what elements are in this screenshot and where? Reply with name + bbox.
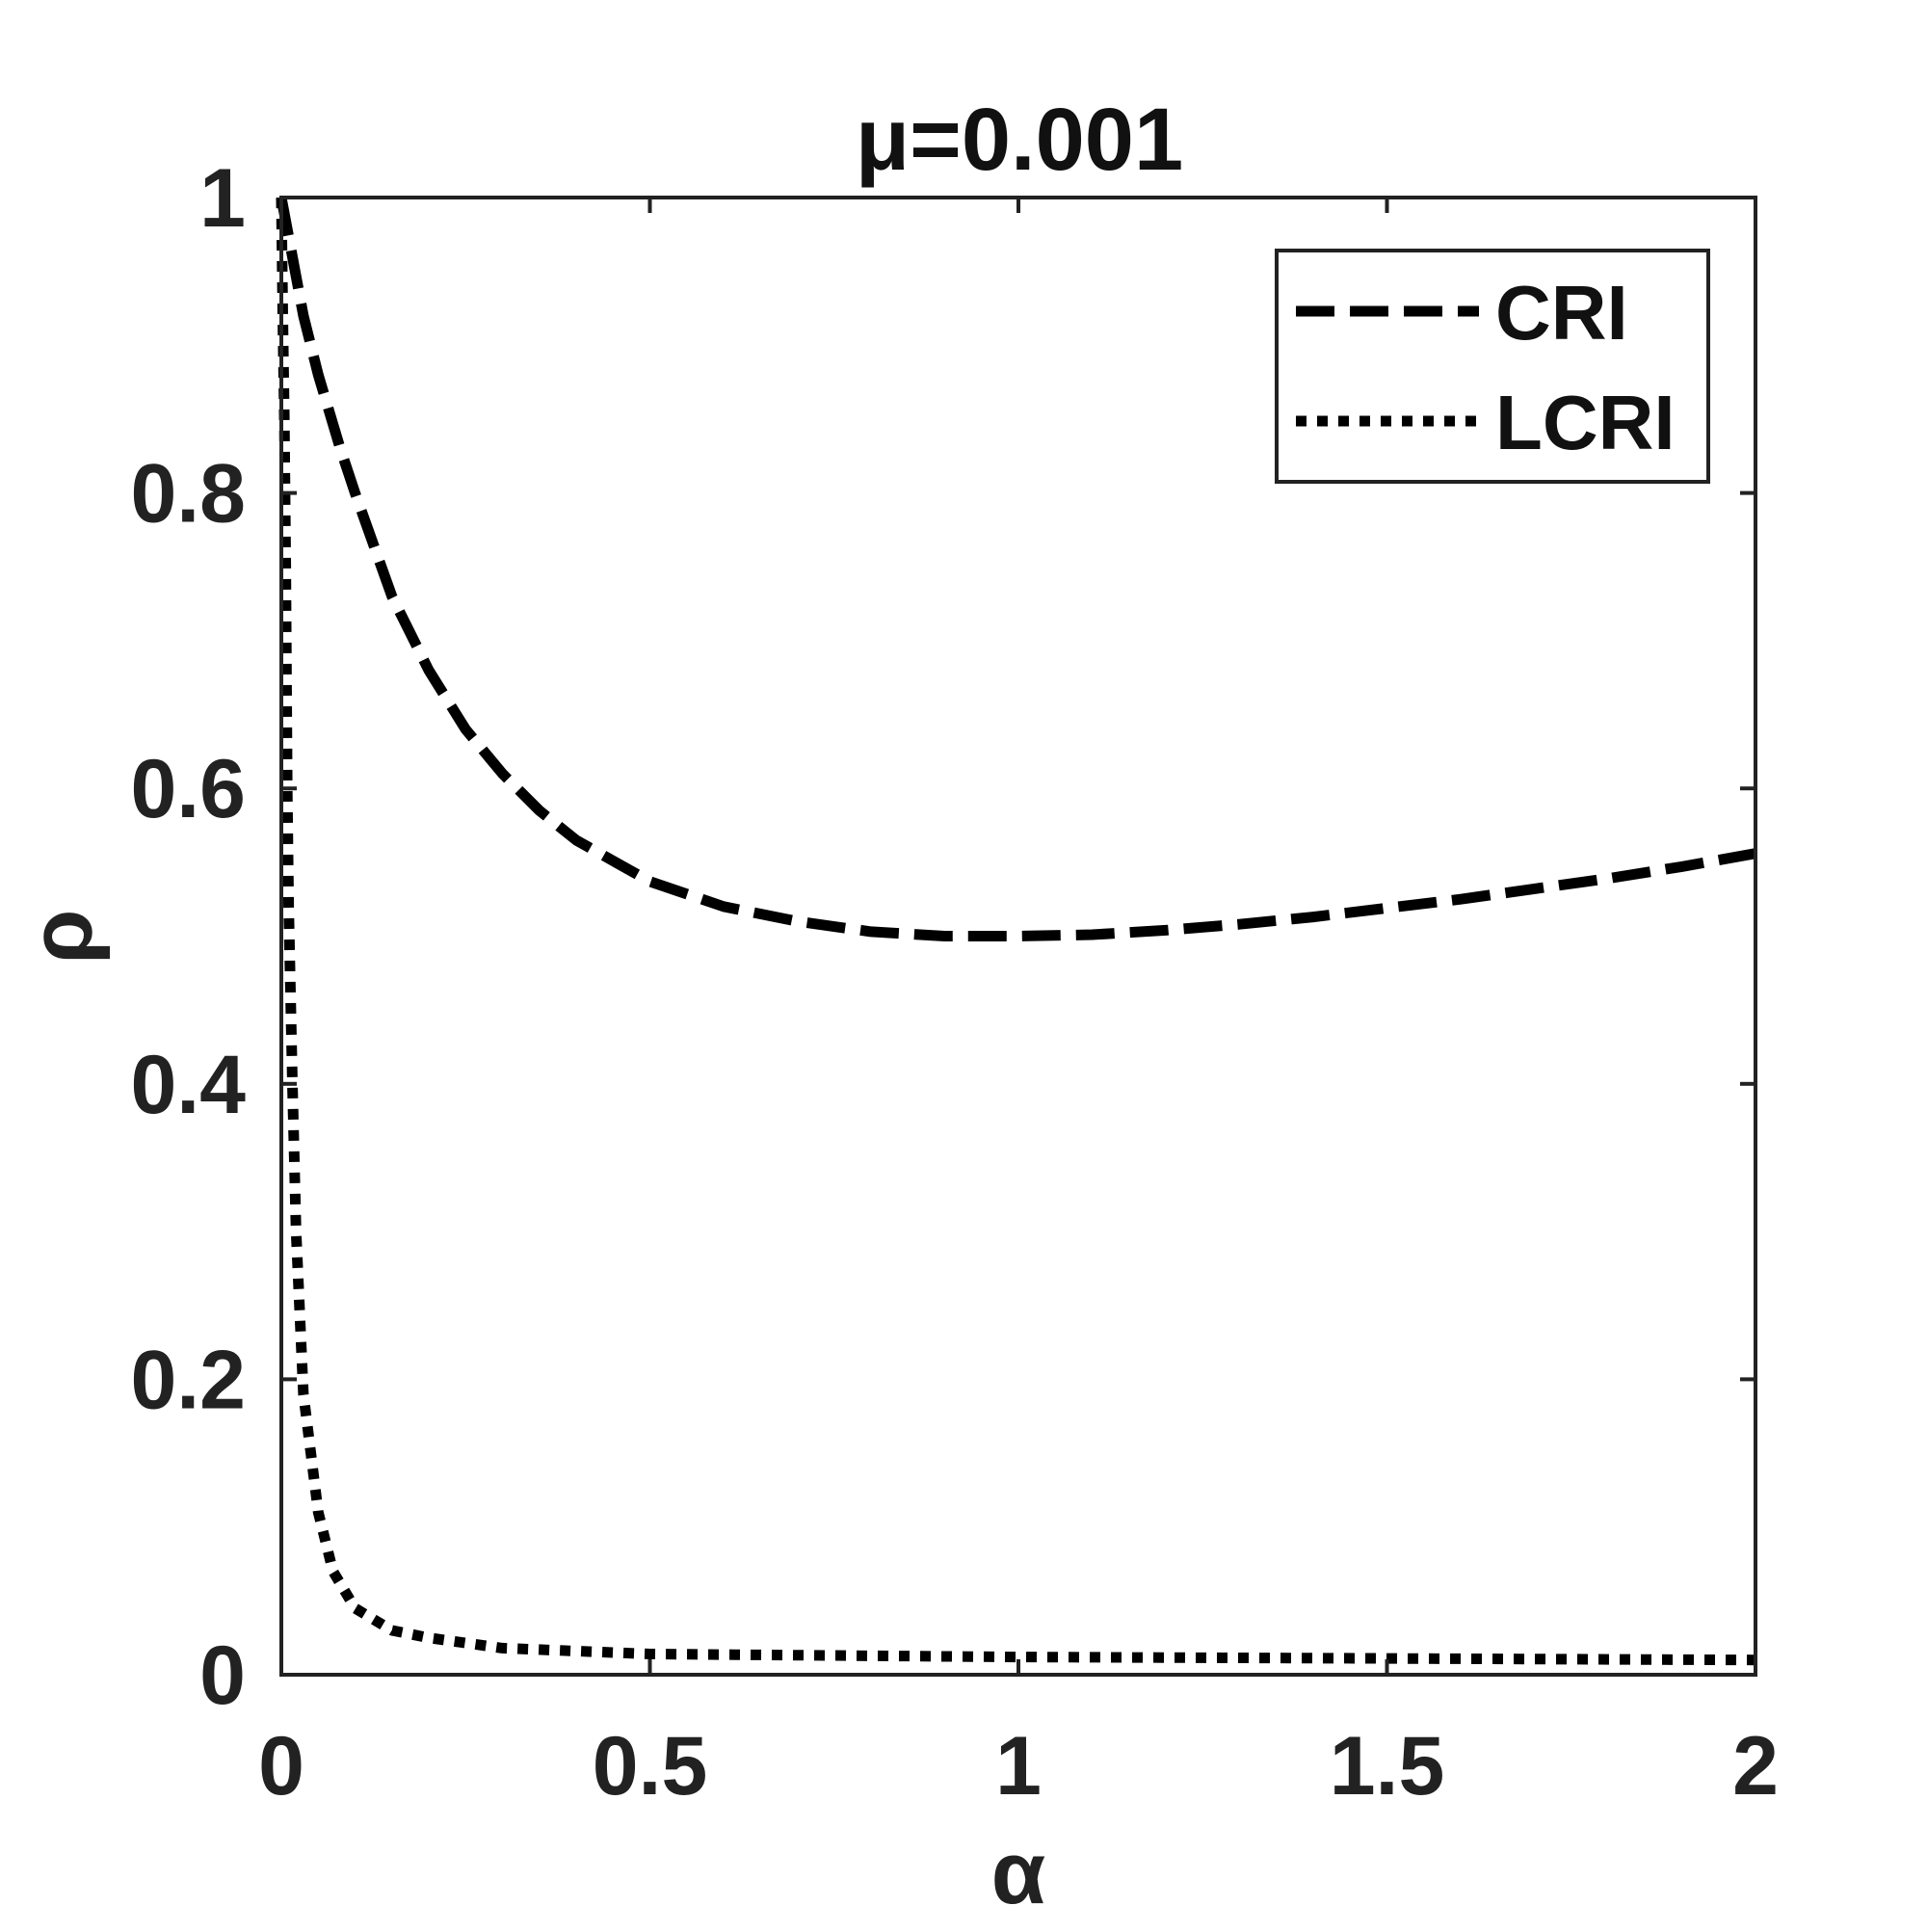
legend: CRI LCRI: [1275, 249, 1710, 484]
y-tick-label: 0.6: [130, 743, 246, 835]
y-tick-label: 0.2: [130, 1334, 246, 1426]
y-tick-label: 0.8: [130, 448, 246, 541]
x-tick-label: 0.5: [593, 1720, 708, 1813]
x-tick-label: 2: [1732, 1720, 1779, 1813]
y-tick-label: 0: [199, 1629, 246, 1722]
legend-box: [1275, 249, 1710, 484]
x-tick-label: 1: [995, 1720, 1042, 1813]
y-ticks: 0 0.2 0.4 0.6 0.8 1: [130, 152, 1755, 1722]
series-line-lcri: [276, 197, 1756, 1666]
chart-title: μ=0.001: [856, 91, 1183, 189]
legend-label-lcri: LCRI: [1495, 380, 1676, 465]
y-tick-label: 1: [199, 152, 246, 245]
plot-lines: [276, 196, 1756, 1666]
legend-label-cri: CRI: [1495, 270, 1628, 356]
series-line-cri: [276, 196, 1756, 941]
x-axis-label: α: [991, 1824, 1046, 1922]
x-tick-label: 0: [258, 1720, 304, 1813]
y-tick-label: 0.4: [130, 1039, 246, 1131]
y-axis-label: ρ: [13, 910, 111, 965]
x-tick-label: 1.5: [1330, 1720, 1445, 1813]
x-ticks: 0 0.5 1 1.5 2: [258, 198, 1779, 1813]
